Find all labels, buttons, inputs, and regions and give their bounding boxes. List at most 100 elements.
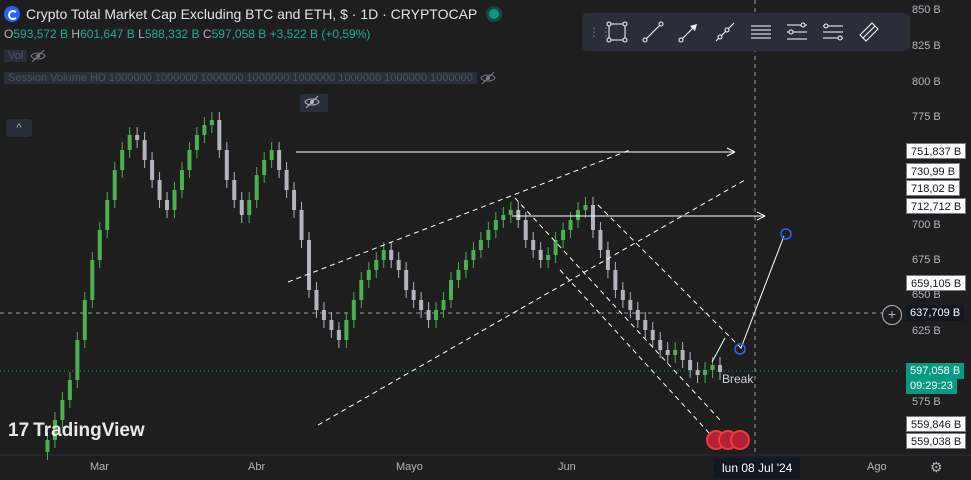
price-axis-label: 575 B <box>912 396 941 408</box>
candle-body <box>590 205 595 230</box>
candle-body <box>314 290 319 310</box>
candle-body <box>157 180 162 200</box>
crosshair-price-tag[interactable]: 637,709 B <box>906 305 965 321</box>
falling-channel-lower <box>559 269 721 446</box>
market-status-icon[interactable] <box>489 9 500 19</box>
horizontal-lines-icon[interactable] <box>744 17 778 47</box>
candle-body <box>381 250 386 260</box>
candle-body <box>478 240 483 250</box>
price-tag[interactable]: 559,038 B <box>906 433 967 449</box>
candle-body <box>665 350 670 355</box>
symbol-title[interactable]: Crypto Total Market Cap Excluding BTC an… <box>26 6 478 22</box>
candle-body <box>538 250 543 260</box>
break-annotation[interactable]: Break <box>722 372 754 386</box>
candle-body <box>396 260 401 270</box>
price-axis-label: 675 B <box>912 254 941 266</box>
candle-body <box>613 270 618 290</box>
time-axis-label: Mayo <box>396 461 423 473</box>
eye-hidden-icon[interactable] <box>304 94 320 110</box>
eye-hidden-icon[interactable] <box>30 48 46 64</box>
arrowhead <box>756 211 766 221</box>
candle-body <box>434 310 439 320</box>
candle-body <box>359 280 364 300</box>
indicator-volume[interactable]: Vol <box>4 48 46 66</box>
price-tag[interactable]: 751,837 B <box>906 143 967 159</box>
fib-icon[interactable] <box>780 17 814 47</box>
candle-body <box>680 350 685 360</box>
arrow-icon[interactable] <box>672 17 706 47</box>
candle-body <box>209 120 214 125</box>
tradingview-watermark[interactable]: 17 TradingView <box>8 420 145 442</box>
tradingview-wordmark: TradingView <box>33 420 145 441</box>
candle-body <box>82 300 87 340</box>
candle-body <box>456 270 461 280</box>
candle-body <box>67 380 72 400</box>
symbol-logo-icon <box>4 6 20 22</box>
open-value: 593,572 B <box>13 27 69 41</box>
candle-body <box>635 310 640 320</box>
candle-body <box>284 170 289 190</box>
price-tag[interactable]: 712,712 B <box>906 198 967 214</box>
indicator-hidden[interactable] <box>300 94 328 112</box>
candle-body <box>583 205 588 210</box>
candle-body <box>650 330 655 340</box>
current-price-tag[interactable]: 597,058 B <box>906 363 965 379</box>
candle-body <box>419 300 424 310</box>
trend-line-icon[interactable] <box>636 17 670 47</box>
candle-body <box>277 150 282 170</box>
price-axis-label: 800 B <box>912 76 941 88</box>
candle-body <box>523 220 528 240</box>
price-tag[interactable]: 559,846 B <box>906 416 967 432</box>
add-alert-plus-icon[interactable]: + <box>882 305 902 325</box>
candle-body <box>150 160 155 180</box>
crosshair-date-label: lun 08 Jul '24 <box>714 458 801 478</box>
channel-icon[interactable] <box>816 17 850 47</box>
anchor-point <box>780 228 792 240</box>
candle-body <box>703 370 708 375</box>
price-tag[interactable]: 718,02 B <box>906 180 961 196</box>
brush-icon[interactable] <box>852 17 886 47</box>
drawing-toolbar: ⋮⋮ <box>582 13 910 51</box>
falling-channel-line <box>514 197 721 421</box>
candle-body <box>553 240 558 255</box>
candle-body <box>307 240 312 290</box>
candle-body <box>493 220 498 230</box>
symbol-header[interactable]: Crypto Total Market Cap Excluding BTC an… <box>4 6 500 22</box>
channel-lower-line <box>317 179 746 426</box>
time-axis-label: Jun <box>558 461 576 473</box>
us-flag-icon[interactable] <box>730 430 750 450</box>
candle-body <box>658 340 663 350</box>
arrowhead <box>726 147 736 157</box>
tradingview-logo-icon: 17 <box>8 420 30 441</box>
change-value: +3,522 B (+0,59%) <box>269 27 371 41</box>
anchor-point <box>734 343 746 355</box>
falling-channel-upper <box>597 204 746 353</box>
eye-hidden-icon[interactable] <box>480 70 496 86</box>
candle-body <box>411 290 416 300</box>
candle-body <box>688 360 693 370</box>
high-value: 601,647 B <box>80 27 135 41</box>
candle-body <box>561 230 566 240</box>
candle-body <box>531 240 536 250</box>
candle-body <box>179 170 184 190</box>
bar-countdown: 09:29:23 <box>906 378 957 394</box>
economic-events[interactable] <box>706 430 750 450</box>
candle-body <box>463 260 468 270</box>
rectangle-icon[interactable] <box>600 17 634 47</box>
candle-body <box>120 150 125 170</box>
price-tag[interactable]: 730,99 B <box>906 163 961 179</box>
price-axis-label: 825 B <box>912 40 941 52</box>
indicator-session-volume[interactable]: Session Volume HD 1000000 1000000 100000… <box>4 70 496 88</box>
gear-icon[interactable]: ⚙ <box>930 459 943 475</box>
collapse-legend-button[interactable]: ^ <box>6 119 32 137</box>
drag-handle-icon[interactable]: ⋮⋮ <box>588 25 612 39</box>
candle-body <box>135 135 140 140</box>
candle-body <box>172 190 177 210</box>
candle-body <box>336 330 341 340</box>
candle-body <box>471 250 476 260</box>
candle-body <box>90 260 95 300</box>
candle-body <box>389 250 394 260</box>
price-tag[interactable]: 659,105 B <box>906 275 967 291</box>
ray-icon[interactable] <box>708 17 742 47</box>
close-value: 597,058 B <box>211 27 267 41</box>
